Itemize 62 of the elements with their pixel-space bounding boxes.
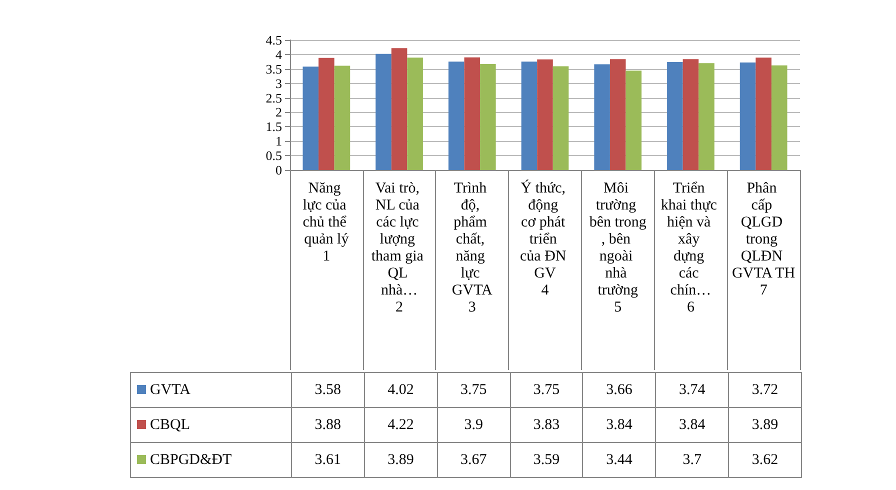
x-tick-label: Vai trò, NL của các lực lượng tham gia QL nhà… 2 [371,180,428,316]
bar [740,62,756,170]
data-label: 3.9 [437,408,510,442]
y-tick-label: 2.5 [266,90,282,106]
y-tick-label: 4 [276,46,282,62]
bar [448,62,464,170]
bar [391,48,408,170]
bar [698,63,714,170]
legend-label: CBQL [130,408,292,442]
data-label: 3.7 [656,442,729,478]
bar [771,65,788,170]
bar [521,62,538,170]
bar [667,62,683,170]
bar [756,58,772,170]
data-label: 3.66 [582,372,656,408]
legend-label: GVTA [130,372,292,408]
data-label: 3.58 [292,372,364,408]
data-label: 3.84 [582,408,656,442]
bar [682,59,699,170]
data-label: 4.22 [364,408,438,442]
bar [626,70,642,170]
data-label: 3.89 [728,408,802,442]
y-tick-label: 4.5 [266,32,282,48]
y-tick-label: 0.5 [266,148,282,164]
y-tick-label: 1.5 [266,119,282,134]
data-label: 3.89 [364,442,438,478]
y-tick-label: 0 [276,162,282,178]
bar [464,57,480,170]
x-tick-label: Triển khai thực hiện và xây dựng các chín… 6 [660,180,721,316]
data-label: 3.84 [656,408,729,442]
bar [480,64,496,170]
data-label: 3.88 [292,408,364,442]
data-label: 3.62 [728,442,802,478]
y-tick-label: 3.5 [266,61,282,76]
y-tick-label: 1 [276,134,282,149]
y-tick-label: 3 [276,76,282,91]
bar [610,59,626,170]
bar [376,54,392,170]
bar [552,66,569,170]
bar [318,58,334,170]
data-label: 3.67 [437,442,510,478]
data-label: 3.72 [728,372,802,408]
data-label: 3.44 [582,442,656,478]
y-tick-label: 2 [276,104,282,120]
x-tick-label: Môi trường bên trong, bên ngoài nhà trường 5 [589,180,647,316]
bar [537,59,553,170]
x-tick-label: Năng lực của chủ thể quản lý 1 [302,180,350,264]
bar [302,66,319,170]
x-tick-label: Ý thức, động cơ phát triển của ĐN GV 4 [520,180,570,298]
bar [594,64,610,170]
data-label: 3.74 [656,372,729,408]
x-tick-label: Trình độ, phẩm chất, năng lực GVTA 3 [452,180,493,316]
bar [334,66,350,170]
x-tick-label: Phân cấp QLGD trong QLĐN GVTA TH 7 [732,180,796,298]
data-label: 3.75 [510,372,583,408]
data-label: 3.61 [292,442,364,478]
data-label: 3.59 [510,442,583,478]
legend-label: CBPGD&ĐT [130,442,292,478]
data-label: 3.75 [437,372,510,408]
data-label: 3.83 [510,408,583,442]
data-label: 4.02 [364,372,438,408]
bar [407,58,423,170]
